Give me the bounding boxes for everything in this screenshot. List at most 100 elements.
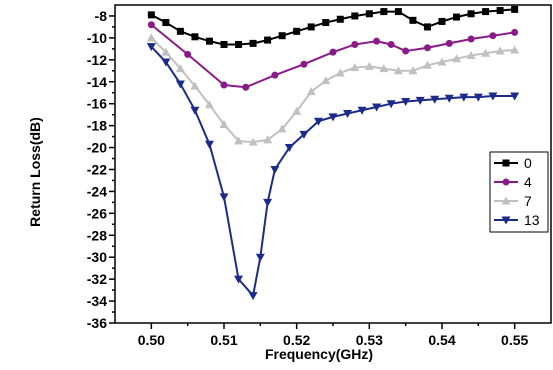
y-tick-label: -12: [87, 52, 107, 68]
y-tick-label: -30: [87, 249, 107, 265]
series-line: [150, 8, 515, 46]
data-point: [343, 110, 353, 119]
data-point: [351, 12, 359, 20]
data-point: [278, 32, 286, 40]
data-point: [335, 68, 345, 77]
legend-marker: [501, 196, 511, 205]
data-point: [277, 124, 287, 133]
data-point: [350, 63, 360, 72]
data-point: [496, 6, 504, 14]
x-tick-label: 0.50: [138, 332, 165, 348]
data-point: [175, 80, 185, 89]
data-point: [423, 23, 431, 31]
data-point: [255, 253, 265, 262]
x-tick-label: 0.51: [210, 332, 237, 348]
series-13: [146, 43, 520, 301]
data-point: [249, 39, 257, 47]
data-point: [466, 50, 476, 59]
data-point: [386, 100, 396, 109]
y-tick-label: -24: [87, 183, 107, 199]
data-point: [306, 87, 316, 96]
data-point: [488, 92, 498, 101]
data-point: [473, 93, 483, 102]
data-point: [219, 193, 229, 202]
x-tick-label: 0.52: [283, 332, 310, 348]
data-point: [248, 137, 258, 146]
data-point: [263, 135, 273, 144]
data-point: [270, 165, 280, 174]
data-point: [292, 106, 302, 115]
data-point: [351, 40, 359, 48]
data-point: [322, 19, 330, 27]
data-point: [161, 58, 171, 67]
data-point: [401, 97, 411, 106]
legend-item: 0: [494, 155, 532, 171]
y-tick-label: -8: [95, 8, 108, 24]
data-point: [452, 54, 462, 63]
data-point: [510, 92, 520, 101]
y-tick-label: -18: [87, 118, 107, 134]
data-point: [191, 33, 199, 41]
legend-label: 4: [524, 174, 532, 190]
data-point: [379, 64, 389, 73]
data-point: [444, 94, 454, 103]
legend-label: 13: [524, 212, 540, 228]
y-tick-label: -22: [87, 161, 107, 177]
series-0: [147, 5, 519, 48]
data-point: [175, 64, 185, 73]
legend-item: 4: [494, 174, 532, 190]
data-point: [453, 13, 461, 21]
data-point: [445, 39, 453, 47]
data-point: [467, 35, 475, 43]
data-point: [495, 46, 505, 55]
data-point: [511, 28, 519, 36]
legend-marker: [502, 178, 510, 186]
data-point: [284, 144, 294, 153]
data-point: [459, 93, 469, 102]
data-point: [204, 140, 214, 149]
axes-layer: 0.50 0.51 0.52 0.53 0.54 0.55 -8 -10 -12 -14 -16 -1…: [87, 4, 552, 348]
y-tick-label: -14: [87, 74, 107, 90]
legend: 0 4 7 13: [489, 151, 549, 233]
data-point: [489, 32, 497, 40]
data-point: [415, 96, 425, 105]
legend-label: 0: [524, 155, 532, 171]
data-point: [482, 8, 490, 16]
data-point: [190, 106, 200, 115]
data-point: [146, 33, 156, 42]
data-point: [219, 120, 229, 129]
data-point: [205, 37, 213, 45]
data-point: [394, 8, 402, 16]
data-point: [271, 71, 279, 79]
data-point: [380, 8, 388, 16]
data-point: [393, 66, 403, 75]
legend-marker: [502, 159, 510, 167]
data-point: [438, 17, 446, 25]
data-point: [423, 44, 431, 52]
data-point: [146, 43, 156, 52]
data-point: [422, 60, 432, 69]
data-point: [373, 37, 381, 45]
series-7: [146, 33, 520, 146]
series-line: [150, 45, 515, 297]
series-line: [150, 23, 515, 89]
data-point: [263, 198, 273, 207]
x-tick-label: 0.55: [501, 332, 528, 348]
data-point: [220, 81, 228, 89]
data-point: [190, 81, 200, 90]
data-point: [437, 57, 447, 66]
data-point: [184, 50, 192, 58]
data-point: [264, 36, 272, 44]
data-point: [511, 5, 519, 13]
x-tick-label: 0.53: [356, 332, 383, 348]
legend-label: 7: [524, 193, 532, 209]
data-point: [161, 47, 171, 56]
y-tick-label: -36: [87, 315, 107, 331]
series-layer: [146, 5, 520, 301]
y-tick-label: -34: [87, 293, 107, 309]
x-tick-label: 0.54: [428, 332, 455, 348]
data-point: [220, 40, 228, 48]
series-4: [147, 21, 519, 91]
y-tick-label: -28: [87, 227, 107, 243]
